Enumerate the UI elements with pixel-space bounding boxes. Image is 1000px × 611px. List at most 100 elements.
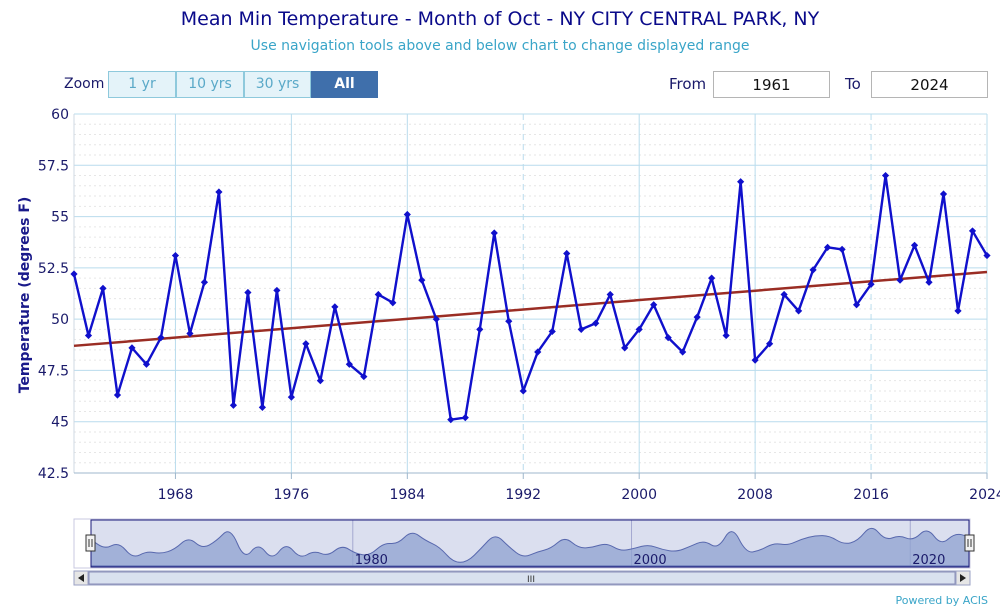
data-point <box>795 307 803 315</box>
from-label: From <box>669 75 707 93</box>
data-point <box>374 290 382 299</box>
data-point <box>838 245 846 253</box>
data-point <box>229 401 238 409</box>
data-point <box>171 251 180 260</box>
data-point <box>490 229 498 237</box>
data-point <box>693 313 701 321</box>
data-point <box>664 334 672 342</box>
data-point <box>360 372 368 381</box>
data-point <box>505 317 513 325</box>
series-layer <box>70 171 991 424</box>
data-point <box>592 319 600 327</box>
y-tick-label: 57.5 <box>38 158 69 174</box>
data-point <box>534 348 542 356</box>
y-axis-label: Temperature (degrees F) <box>17 197 33 394</box>
navigator-label: 2020 <box>912 553 945 568</box>
data-point <box>577 325 585 333</box>
data-point <box>968 227 977 235</box>
data-point <box>708 274 716 282</box>
y-tick-label: 55 <box>51 210 69 226</box>
data-point <box>215 188 223 196</box>
powered-by-credit[interactable]: Powered by ACIS <box>895 594 989 607</box>
x-tick-label: 1984 <box>389 487 425 503</box>
data-point <box>258 403 266 411</box>
x-tick-label: 2016 <box>853 487 889 503</box>
data-point <box>519 387 527 395</box>
trend-line <box>73 270 988 348</box>
navigator[interactable]: 1980 2000 2020 <box>73 518 975 569</box>
data-point <box>113 391 122 399</box>
zoom-30yrs-button[interactable]: 30 yrs <box>244 71 311 98</box>
scrollbar-grip-icon: III <box>527 575 535 585</box>
y-tick-label: 42.5 <box>38 466 69 482</box>
data-point <box>910 241 919 249</box>
grid <box>73 113 988 474</box>
scrollbar-thumb[interactable] <box>88 571 956 585</box>
y-tick-label: 52.5 <box>38 261 69 277</box>
from-input[interactable] <box>713 71 830 98</box>
y-tick-label: 47.5 <box>38 363 69 379</box>
data-point <box>766 340 774 348</box>
y-tick-label: 50 <box>51 312 69 328</box>
scroll-left-icon <box>78 574 84 582</box>
x-tick-label: 1968 <box>158 487 194 503</box>
data-point <box>403 210 411 219</box>
navigator-left-handle[interactable] <box>85 534 96 552</box>
to-input[interactable] <box>871 71 988 98</box>
data-point <box>621 344 629 352</box>
data-point <box>273 286 281 295</box>
data-point <box>606 290 614 299</box>
zoom-1yr-button[interactable]: 1 yr <box>108 71 176 98</box>
scroll-right-icon <box>960 574 966 582</box>
data-point <box>983 251 991 260</box>
data-point <box>447 416 455 424</box>
x-tick-label: 2024 <box>969 487 1000 503</box>
to-label: To <box>845 75 861 93</box>
x-axis: 1968 1976 1984 1992 2000 2008 2016 2024 <box>158 473 1000 503</box>
x-tick-label: 2000 <box>621 487 657 503</box>
data-point <box>823 243 832 251</box>
data-point <box>954 307 962 315</box>
data-point <box>679 348 687 356</box>
navigator-labels: 1980 2000 2020 <box>355 553 946 568</box>
data-point <box>635 325 643 333</box>
data-point <box>737 178 745 186</box>
data-point <box>432 315 440 323</box>
data-point <box>389 299 397 307</box>
y-tick-label: 45 <box>51 415 69 431</box>
navigator-label: 2000 <box>634 553 667 568</box>
data-point <box>316 377 324 385</box>
data-point <box>896 276 904 284</box>
zoom-all-button[interactable]: All <box>311 71 378 98</box>
navigator-selection[interactable] <box>90 519 970 568</box>
data-point <box>461 414 469 422</box>
data-point <box>809 266 817 274</box>
data-point <box>244 288 252 297</box>
data-point <box>142 360 151 368</box>
data-point <box>939 190 948 198</box>
navigator-right-handle[interactable] <box>964 534 975 552</box>
data-point <box>722 331 730 340</box>
data-point <box>867 280 875 288</box>
y-tick-label: 60 <box>51 107 69 123</box>
data-point <box>84 331 93 340</box>
data-point <box>345 360 353 368</box>
x-tick-label: 1976 <box>274 487 310 503</box>
data-point <box>650 301 658 309</box>
scrollbar[interactable]: III <box>73 570 971 586</box>
zoom-10yrs-button[interactable]: 10 yrs <box>176 71 244 98</box>
x-tick-label: 1992 <box>505 487 541 503</box>
navigator-area <box>90 527 970 567</box>
data-point <box>548 327 556 336</box>
data-point <box>852 301 861 309</box>
trend-layer <box>73 270 988 348</box>
data-point <box>780 290 788 299</box>
data-point <box>287 393 295 401</box>
data-point <box>99 284 107 292</box>
data-point <box>70 270 78 278</box>
x-tick-label: 2008 <box>737 487 773 503</box>
data-point <box>476 325 484 333</box>
data-point <box>418 276 426 284</box>
data-point <box>186 329 194 338</box>
